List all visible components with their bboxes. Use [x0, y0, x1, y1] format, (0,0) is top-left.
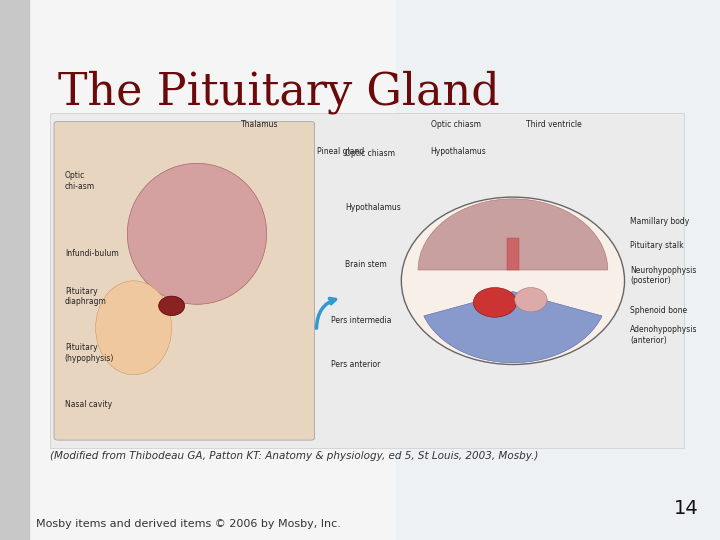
Text: Adenohypophysis
(anterior): Adenohypophysis (anterior) — [630, 325, 698, 345]
Text: Optic
chi-asm: Optic chi-asm — [65, 171, 95, 191]
Text: Sphenoid bone: Sphenoid bone — [630, 306, 688, 315]
Text: Nasal cavity: Nasal cavity — [65, 400, 112, 409]
Text: Hypothalamus: Hypothalamus — [345, 202, 401, 212]
Text: Optic chiasm: Optic chiasm — [345, 149, 395, 158]
Circle shape — [401, 197, 624, 364]
Text: Infundi-bulum: Infundi-bulum — [65, 249, 119, 259]
Bar — [0, 0, 29, 540]
Ellipse shape — [127, 163, 266, 305]
Text: Brain stem: Brain stem — [345, 260, 387, 268]
Ellipse shape — [515, 287, 547, 312]
Text: Third ventricle: Third ventricle — [526, 120, 581, 129]
FancyBboxPatch shape — [54, 122, 315, 440]
Text: Pituitary
(hypophysis): Pituitary (hypophysis) — [65, 343, 114, 363]
Text: Pers anterior: Pers anterior — [330, 360, 380, 369]
Circle shape — [158, 296, 184, 315]
Bar — [507, 238, 518, 270]
Ellipse shape — [96, 281, 171, 375]
Bar — [50, 113, 684, 448]
Text: Optic chiasm: Optic chiasm — [431, 120, 480, 129]
Text: 14: 14 — [674, 500, 698, 518]
Text: The Pituitary Gland: The Pituitary Gland — [58, 70, 500, 114]
Wedge shape — [424, 292, 602, 363]
Text: (Modified from Thibodeau GA, Patton KT: Anatomy & physiology, ed 5, St Louis, 20: (Modified from Thibodeau GA, Patton KT: … — [50, 451, 539, 461]
Wedge shape — [418, 199, 608, 270]
Text: Pineal gland: Pineal gland — [317, 146, 364, 156]
Text: Thalamus: Thalamus — [240, 120, 278, 129]
Text: Pituitary stalk: Pituitary stalk — [630, 241, 684, 250]
Bar — [396, 0, 720, 540]
Text: Pers intermedia: Pers intermedia — [330, 316, 391, 326]
Text: Mosby items and derived items © 2006 by Mosby, Inc.: Mosby items and derived items © 2006 by … — [36, 519, 341, 529]
Text: Pituitary
diaphragm: Pituitary diaphragm — [65, 287, 107, 307]
Text: Mamillary body: Mamillary body — [630, 217, 689, 226]
Text: Hypothalamus: Hypothalamus — [431, 146, 486, 156]
Ellipse shape — [473, 287, 516, 317]
Text: Neurohypophysis
(posterior): Neurohypophysis (posterior) — [630, 266, 696, 285]
